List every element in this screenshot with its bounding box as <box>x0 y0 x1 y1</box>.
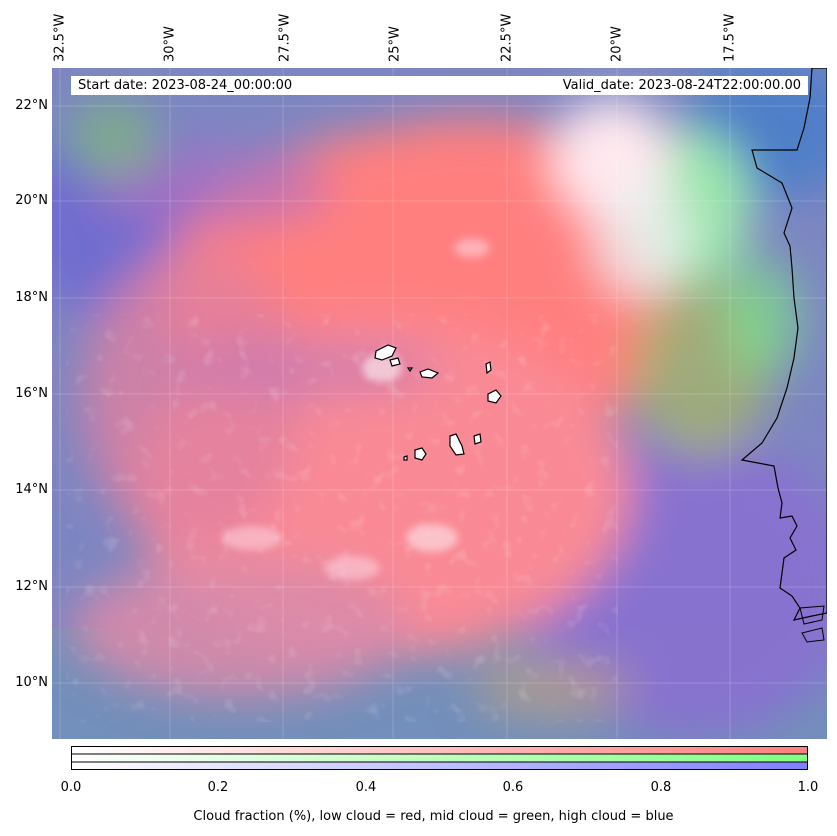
colorbar-tick: 0.8 <box>650 780 672 795</box>
lat-label: 22°N <box>15 98 48 113</box>
island-santiago <box>449 433 465 456</box>
lat-label: 10°N <box>15 675 48 690</box>
islands <box>374 344 502 461</box>
coastline <box>801 627 825 643</box>
island-santo-antao <box>374 344 397 361</box>
start-date-label: Start date: 2023-08-24_00:00:00 <box>78 78 293 93</box>
lon-label: 17.5°W <box>722 13 738 62</box>
colorbar-tick: 1.0 <box>797 780 819 795</box>
colorbar-label: Cloud fraction (%), low cloud = red, mid… <box>193 809 674 824</box>
colorbar <box>71 746 808 770</box>
island-sao-vicente <box>389 357 401 367</box>
lon-label: 25°W <box>387 26 403 62</box>
lat-label: 18°N <box>15 290 48 305</box>
valid-date-label: Valid_date: 2023-08-24T22:00:00.00 <box>562 78 801 93</box>
lon-label: 32.5°W <box>52 13 68 62</box>
lon-label: 27.5°W <box>277 13 293 62</box>
lat-label: 20°N <box>15 193 48 208</box>
colorbar-mid-row <box>71 754 808 762</box>
colorbar-high-row <box>71 762 808 770</box>
coastline <box>799 605 825 625</box>
island-fogo <box>414 447 427 461</box>
lon-label: 30°W <box>162 26 178 62</box>
lat-label: 14°N <box>15 482 48 497</box>
date-banner: Start date: 2023-08-24_00:00:00 Valid_da… <box>71 76 808 95</box>
lon-label: 22.5°W <box>499 13 515 62</box>
colorbar-low-row <box>71 746 808 754</box>
island-maio <box>473 433 482 445</box>
lon-label: 20°W <box>609 26 625 62</box>
gridlines <box>52 68 827 739</box>
lat-label: 16°N <box>15 386 48 401</box>
island-sao-nicolau <box>419 368 440 379</box>
cloud-texture <box>222 238 490 580</box>
colorbar-tick: 0.4 <box>355 780 377 795</box>
island-boa-vista <box>487 389 502 404</box>
colorbar-tick: 0.0 <box>60 780 82 795</box>
island-brava <box>403 455 408 461</box>
island-sal <box>485 361 492 375</box>
lat-label: 12°N <box>15 579 48 594</box>
coastline <box>740 68 827 621</box>
colorbar-tick: 0.6 <box>502 780 524 795</box>
colorbar-tick: 0.2 <box>207 780 229 795</box>
island-santa-luzia <box>406 367 414 373</box>
cloud-fraction-map <box>52 68 827 739</box>
